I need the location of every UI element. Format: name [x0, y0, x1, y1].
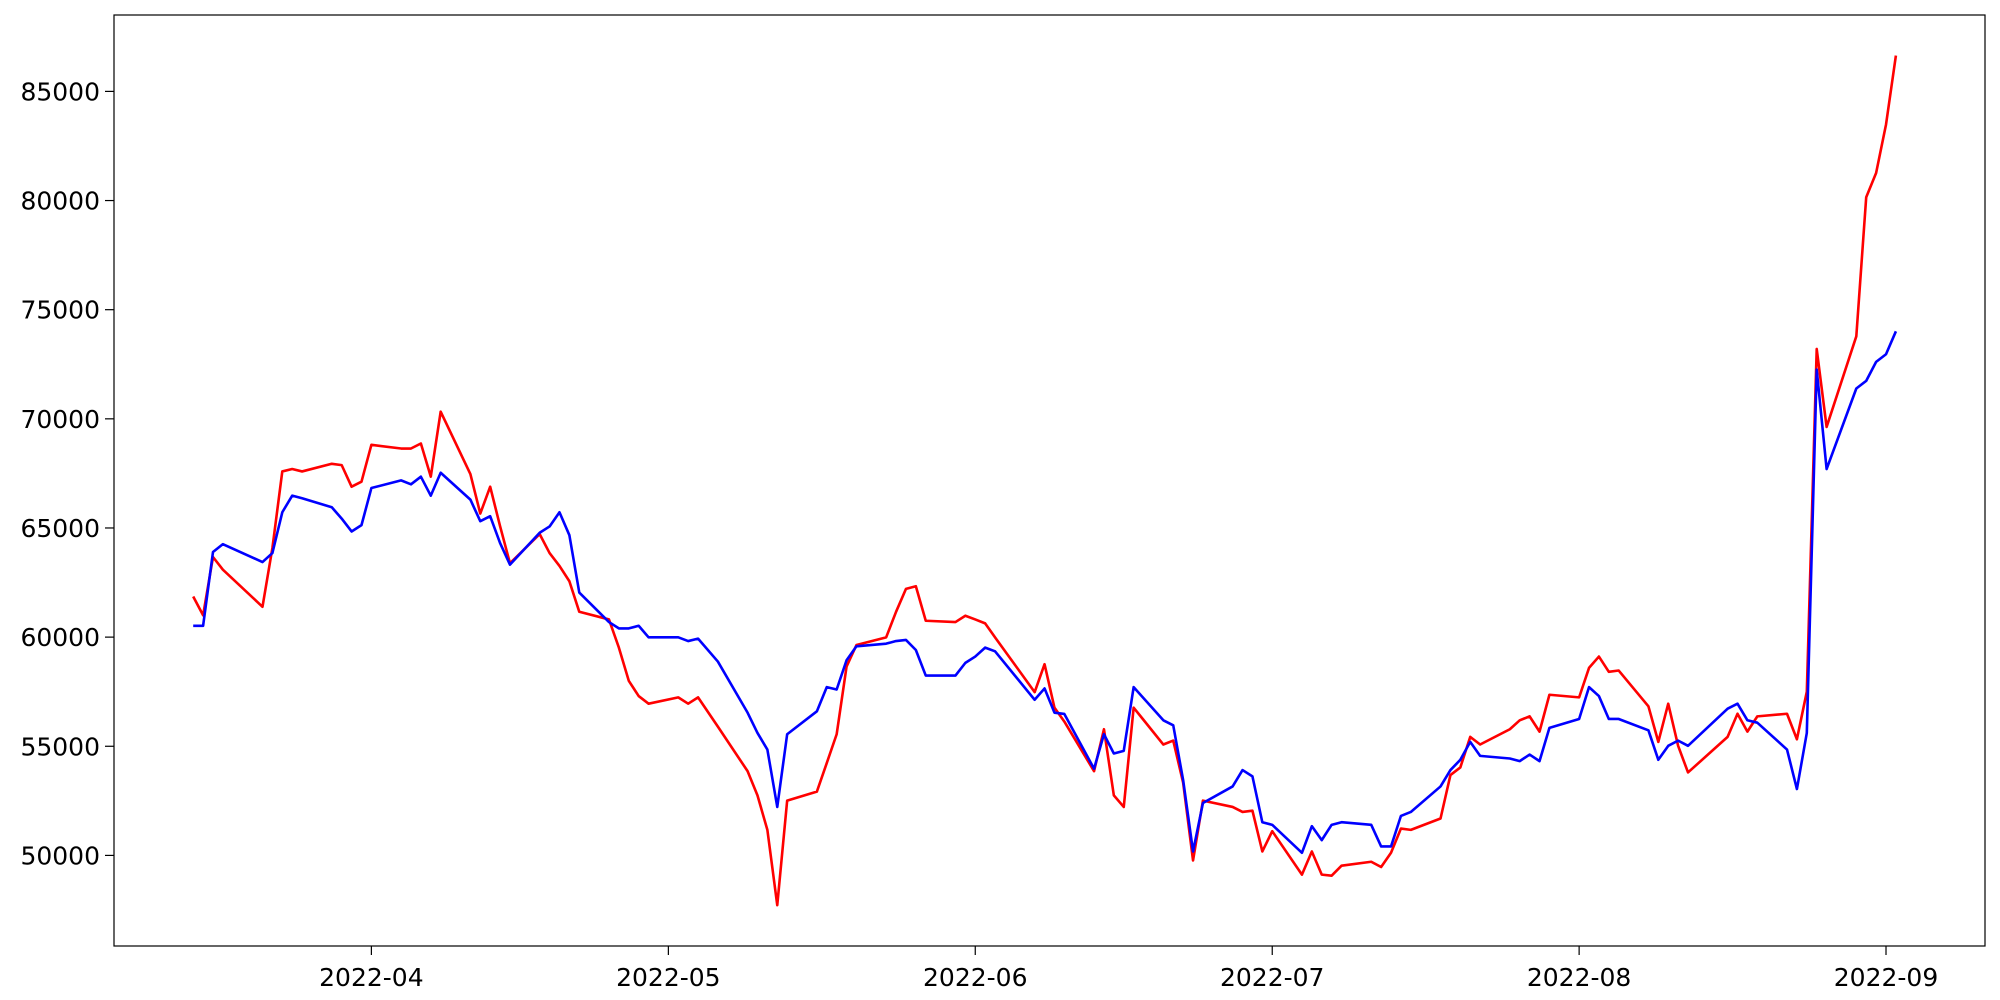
- y-tick-label: 85000: [20, 77, 100, 106]
- plot-frame: [113, 14, 1986, 947]
- x-tick-label: 2022-07: [1220, 963, 1324, 992]
- x-tick-label: 2022-08: [1527, 963, 1631, 992]
- y-tick-label: 55000: [20, 732, 100, 761]
- x-tick-label: 2022-06: [923, 963, 1027, 992]
- y-tick-label: 50000: [20, 841, 100, 870]
- x-tick-label: 2022-09: [1834, 963, 1938, 992]
- series-line: [193, 330, 1898, 855]
- y-tick-label: 75000: [20, 296, 100, 325]
- y-tick-label: 60000: [20, 623, 100, 652]
- series-line: [192, 55, 1898, 907]
- y-tick-label: 70000: [20, 405, 100, 434]
- x-tick-label: 2022-05: [616, 963, 720, 992]
- y-tick-label: 80000: [20, 187, 100, 216]
- y-tick-label: 65000: [20, 514, 100, 543]
- x-tick-label: 2022-04: [319, 963, 423, 992]
